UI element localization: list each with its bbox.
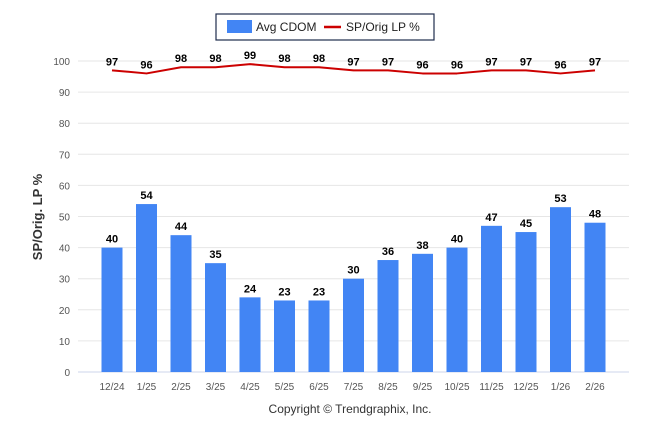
x-tick-label: 2/25 — [171, 382, 191, 393]
y-tick-label: 50 — [59, 213, 71, 224]
line-data-label: 97 — [106, 56, 118, 68]
bar — [481, 225, 502, 372]
y-tick-label: 10 — [59, 337, 71, 348]
bar-data-label: 40 — [106, 234, 118, 246]
y-tick-label: 90 — [59, 88, 71, 99]
bar-data-label: 35 — [209, 249, 221, 261]
y-tick-label: 20 — [59, 306, 71, 317]
x-tick-label: 1/26 — [551, 382, 571, 393]
bar-data-label: 36 — [382, 246, 394, 258]
bar-data-label: 30 — [347, 265, 359, 277]
line-series — [111, 63, 596, 75]
bar-data-label: 23 — [278, 286, 290, 298]
y-tick-label: 80 — [59, 119, 71, 130]
line-data-label: 96 — [416, 59, 428, 71]
bar — [170, 235, 192, 372]
line-data-label: 96 — [554, 59, 566, 71]
bar — [308, 300, 330, 372]
x-tick-label: 4/25 — [240, 382, 260, 393]
line-data-label: 97 — [589, 56, 601, 68]
bar — [239, 297, 261, 372]
y-tick-label: 70 — [59, 150, 71, 161]
bar-data-label: 53 — [554, 193, 566, 205]
bar — [515, 232, 537, 372]
x-tick-label: 12/24 — [99, 382, 124, 393]
legend-label-line: SP/Orig LP % — [346, 20, 420, 34]
y-tick-label: 40 — [59, 244, 71, 255]
line-data-label: 97 — [382, 56, 394, 68]
x-tick-label: 5/25 — [275, 382, 295, 393]
bar — [343, 278, 364, 372]
line-data-label: 96 — [451, 59, 463, 71]
bar — [136, 204, 157, 372]
bar — [101, 247, 123, 372]
line-data-label: 97 — [520, 56, 532, 68]
x-tick-label: 9/25 — [413, 382, 433, 393]
line-data-label: 99 — [244, 50, 256, 62]
y-tick-label: 30 — [59, 275, 71, 286]
line-data-label: 98 — [175, 53, 187, 65]
x-tick-label: 3/25 — [206, 382, 226, 393]
legend-label-bar: Avg CDOM — [256, 20, 316, 34]
x-tick-label: 7/25 — [344, 382, 364, 393]
line-data-label: 97 — [485, 56, 497, 68]
x-tick-label: 6/25 — [309, 382, 329, 393]
bar-data-label: 48 — [589, 209, 601, 221]
bar — [274, 300, 295, 372]
bar-data-label: 44 — [175, 221, 188, 233]
bar-data-label: 45 — [520, 218, 532, 230]
bar-data-label: 47 — [485, 212, 497, 224]
x-tick-label: 10/25 — [444, 382, 469, 393]
bar — [205, 263, 226, 372]
y-tick-label: 0 — [64, 368, 70, 379]
copyright-footer: Copyright © Trendgraphix, Inc. — [269, 402, 432, 416]
bar — [550, 207, 571, 372]
line-data-label: 97 — [347, 56, 359, 68]
bar-data-label: 54 — [140, 190, 153, 202]
y-axis-title: SP/Orig. LP % — [30, 173, 45, 260]
legend-swatch-bar — [227, 20, 252, 33]
x-tick-label: 1/25 — [137, 382, 157, 393]
x-tick-label: 8/25 — [378, 382, 398, 393]
bar — [446, 247, 468, 372]
bar — [377, 260, 399, 372]
x-tick-label: 2/26 — [585, 382, 605, 393]
x-tick-label: 11/25 — [479, 382, 504, 393]
line-data-label: 98 — [209, 53, 221, 65]
line-data-label: 98 — [278, 53, 290, 65]
bar-data-label: 40 — [451, 234, 463, 246]
y-tick-label: 60 — [59, 181, 71, 192]
line-data-label: 96 — [140, 59, 152, 71]
x-tick-label: 12/25 — [513, 382, 538, 393]
line-data-label: 98 — [313, 53, 325, 65]
bar-data-label: 38 — [416, 240, 428, 252]
bar-data-label: 23 — [313, 286, 325, 298]
bar — [584, 222, 606, 372]
bar — [412, 253, 433, 372]
y-tick-label: 100 — [53, 57, 70, 68]
bar-data-label: 24 — [244, 283, 257, 295]
